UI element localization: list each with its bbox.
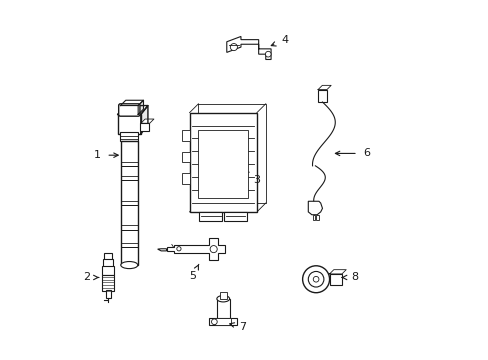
Circle shape bbox=[210, 246, 217, 253]
Polygon shape bbox=[198, 104, 265, 203]
Bar bbox=[182, 152, 189, 162]
Text: 1: 1 bbox=[94, 150, 101, 160]
Bar bbox=[199, 212, 222, 221]
Circle shape bbox=[177, 247, 181, 251]
Circle shape bbox=[211, 319, 217, 325]
Bar bbox=[317, 90, 326, 102]
Bar bbox=[209, 318, 237, 325]
Polygon shape bbox=[317, 85, 330, 90]
Polygon shape bbox=[166, 238, 224, 260]
Bar bbox=[102, 259, 113, 267]
Bar bbox=[198, 130, 247, 198]
Bar bbox=[182, 173, 189, 184]
Text: 5: 5 bbox=[189, 271, 196, 281]
Text: 2: 2 bbox=[83, 273, 90, 283]
Bar bbox=[215, 318, 230, 325]
Bar bbox=[118, 114, 141, 134]
Text: 7: 7 bbox=[239, 322, 246, 332]
Bar bbox=[102, 266, 114, 275]
Polygon shape bbox=[157, 249, 166, 251]
Ellipse shape bbox=[121, 261, 138, 269]
Polygon shape bbox=[141, 105, 147, 134]
Bar bbox=[120, 132, 138, 141]
Polygon shape bbox=[307, 201, 322, 215]
Polygon shape bbox=[120, 100, 143, 105]
Bar bbox=[182, 130, 189, 141]
Text: 4: 4 bbox=[281, 35, 288, 45]
FancyBboxPatch shape bbox=[119, 104, 140, 116]
Bar bbox=[189, 113, 256, 212]
Polygon shape bbox=[138, 100, 143, 114]
Bar bbox=[316, 215, 318, 220]
Polygon shape bbox=[226, 36, 270, 59]
Circle shape bbox=[230, 44, 237, 51]
Ellipse shape bbox=[216, 296, 229, 302]
Circle shape bbox=[307, 271, 323, 287]
Polygon shape bbox=[118, 105, 147, 114]
Bar bbox=[105, 290, 110, 298]
Circle shape bbox=[313, 276, 318, 282]
Bar bbox=[329, 274, 341, 284]
Bar bbox=[121, 141, 138, 265]
Bar bbox=[224, 212, 246, 221]
Polygon shape bbox=[141, 119, 154, 123]
Text: 8: 8 bbox=[350, 273, 357, 283]
Circle shape bbox=[265, 51, 270, 57]
Circle shape bbox=[302, 266, 329, 293]
Bar bbox=[216, 299, 229, 318]
Text: 3: 3 bbox=[253, 175, 260, 185]
Bar bbox=[102, 275, 114, 291]
Bar bbox=[140, 123, 149, 131]
Bar bbox=[219, 292, 226, 299]
Text: 6: 6 bbox=[363, 148, 369, 158]
Bar bbox=[103, 253, 112, 260]
Polygon shape bbox=[329, 270, 346, 274]
Bar bbox=[312, 215, 314, 220]
